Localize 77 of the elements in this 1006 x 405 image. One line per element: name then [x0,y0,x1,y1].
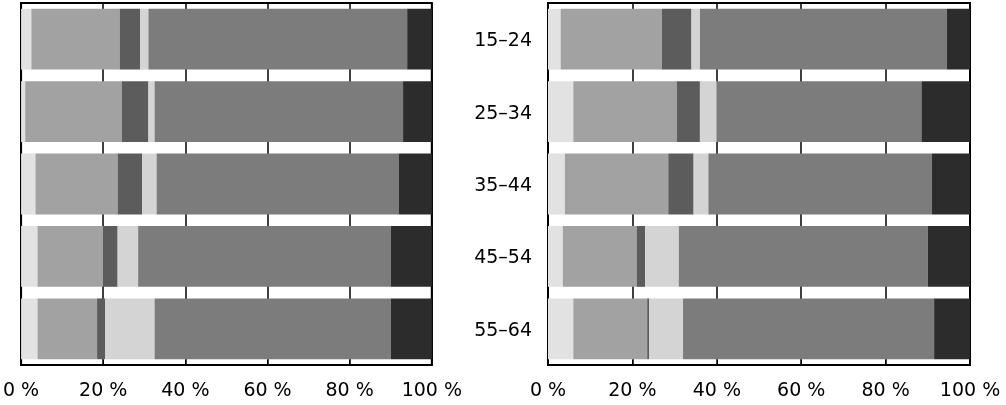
bar [548,8,561,70]
bar [398,153,432,215]
bar [647,298,650,360]
bar [156,153,399,215]
x-tick-label: 80 % [325,377,374,400]
bar [148,8,408,70]
bar [103,225,118,287]
bar [154,298,391,360]
bar [148,81,155,143]
bar [21,153,36,215]
x-tick-label: 60 % [777,377,826,400]
bar [573,298,648,360]
bar [21,81,26,143]
x-tick-label: 20 % [79,377,128,400]
bar [668,153,694,215]
bar [37,225,104,287]
x-tick-label: 0 % [3,377,40,400]
bar [390,298,432,360]
bar [927,225,970,287]
bar [683,298,935,360]
bar [661,8,692,70]
bar [573,81,677,143]
bar [21,225,38,287]
bar [560,8,662,70]
y-tick-label: 55–64 [474,317,532,340]
bar [390,225,432,287]
bar [403,81,432,143]
bar [699,81,717,143]
bar [548,153,565,215]
bar [35,153,118,215]
bar [548,298,574,360]
x-tick-label: 40 % [161,377,210,400]
bar [140,8,149,70]
x-tick-label: 60 % [243,377,292,400]
bar [649,298,684,360]
bar [31,8,120,70]
bar [21,8,32,70]
bar [645,225,679,287]
bar [921,81,970,143]
bar [678,225,928,287]
bar [21,298,38,360]
x-tick-label: 80 % [861,377,910,400]
bar [37,298,98,360]
bar [564,153,669,215]
bar [562,225,637,287]
y-tick-label: 45–54 [474,245,532,268]
bar [154,81,404,143]
bar [138,225,391,287]
y-tick-label: 25–34 [474,100,532,123]
bar [407,8,432,70]
bar [548,225,563,287]
bar [117,153,143,215]
bar [699,8,947,70]
bar [105,298,155,360]
bar [142,153,157,215]
bar [25,81,122,143]
bar [691,8,700,70]
bar [708,153,933,215]
x-tick-label: 0 % [529,377,567,400]
bar [946,8,970,70]
y-tick-label: 35–44 [474,173,532,195]
bar [693,153,709,215]
bar [932,153,970,215]
y-tick-label: 15–24 [474,28,532,51]
x-tick-label: 20 % [608,377,657,400]
x-tick-label: 100 % [939,377,1001,400]
bar [119,8,141,70]
bar [716,81,922,143]
x-tick-label: 100 % [401,377,462,400]
bar [676,81,700,143]
bar [548,81,574,143]
bar [121,81,149,143]
x-tick-label: 40 % [692,377,741,400]
bar [117,225,139,287]
bar [934,298,970,360]
bar [97,298,106,360]
bar [636,225,646,287]
